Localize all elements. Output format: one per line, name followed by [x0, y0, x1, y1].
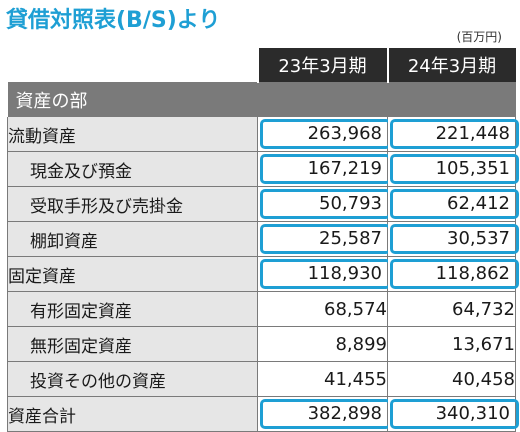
row-label: 受取手形及び売掛金: [7, 186, 258, 222]
header-row: 23年3月期 24年3月期: [7, 48, 516, 83]
row-label: 資産合計: [7, 396, 258, 432]
highlighted-value: 340,310: [390, 399, 519, 429]
section-label: 資産の部: [7, 82, 516, 117]
highlighted-value: 62,412: [390, 189, 519, 219]
value-cell: 50,793: [257, 186, 391, 222]
highlighted-value: 167,219: [260, 154, 391, 184]
section-row: 資産の部: [7, 82, 516, 117]
row-label: 棚卸資産: [7, 221, 258, 257]
value-cell: 382,898: [257, 396, 391, 432]
value-cell: 30,537: [387, 221, 519, 257]
balance-sheet-table: 23年3月期 24年3月期 資産の部 流動資産 263,968 221,448 現金及…: [7, 48, 519, 432]
value-cell: 118,862: [387, 256, 519, 292]
value-cell: 105,351: [387, 151, 519, 187]
table-row: 無形固定資産 8,899 13,671: [7, 326, 516, 362]
table-row: 資産合計 382,898 340,310: [7, 396, 519, 432]
value-cell: 340,310: [387, 396, 519, 432]
table-row: 流動資産 263,968 221,448: [7, 117, 519, 152]
column-header: 24年3月期: [386, 48, 516, 83]
value-cell: 263,968: [257, 117, 391, 152]
highlighted-value: 382,898: [260, 399, 391, 429]
value-cell: 40,458: [387, 361, 516, 397]
value-cell: 64,732: [387, 291, 516, 327]
page-title: 貸借対照表(B/S)より: [6, 8, 221, 33]
highlighted-value: 263,968: [260, 119, 391, 149]
value-cell: 8,899: [257, 326, 388, 362]
row-label: 流動資産: [7, 117, 258, 152]
value-cell: 13,671: [387, 326, 516, 362]
highlighted-value: 105,351: [390, 154, 519, 184]
table-row: 有形固定資産 68,574 64,732: [7, 291, 516, 327]
highlighted-value: 50,793: [260, 189, 391, 219]
highlighted-value: 221,448: [390, 119, 519, 149]
value-cell: 221,448: [387, 117, 519, 152]
row-label: 現金及び預金: [7, 151, 258, 187]
row-label: 無形固定資産: [7, 326, 258, 362]
value-cell: 41,455: [257, 361, 388, 397]
column-header: 23年3月期: [256, 48, 388, 83]
row-label: 投資その他の資産: [7, 361, 258, 397]
row-label: 有形固定資産: [7, 291, 258, 327]
value-cell: 167,219: [257, 151, 391, 187]
value-cell: 118,930: [257, 256, 391, 292]
table-row: 投資その他の資産 41,455 40,458: [7, 361, 516, 397]
table-row: 棚卸資産 25,587 30,537: [7, 221, 519, 257]
value-cell: 68,574: [257, 291, 388, 327]
table-row: 受取手形及び売掛金 50,793 62,412: [7, 186, 519, 222]
highlighted-value: 30,537: [390, 224, 519, 254]
table-row: 現金及び預金 167,219 105,351: [7, 151, 519, 187]
row-label: 固定資産: [7, 256, 258, 292]
highlighted-value: 118,930: [260, 259, 391, 289]
table-row: 固定資産 118,930 118,862: [7, 256, 519, 292]
unit-label: (百万円): [456, 30, 502, 44]
highlighted-value: 25,587: [260, 224, 391, 254]
value-cell: 62,412: [387, 186, 519, 222]
header-blank: [7, 48, 258, 83]
highlighted-value: 118,862: [390, 259, 519, 289]
value-cell: 25,587: [257, 221, 391, 257]
